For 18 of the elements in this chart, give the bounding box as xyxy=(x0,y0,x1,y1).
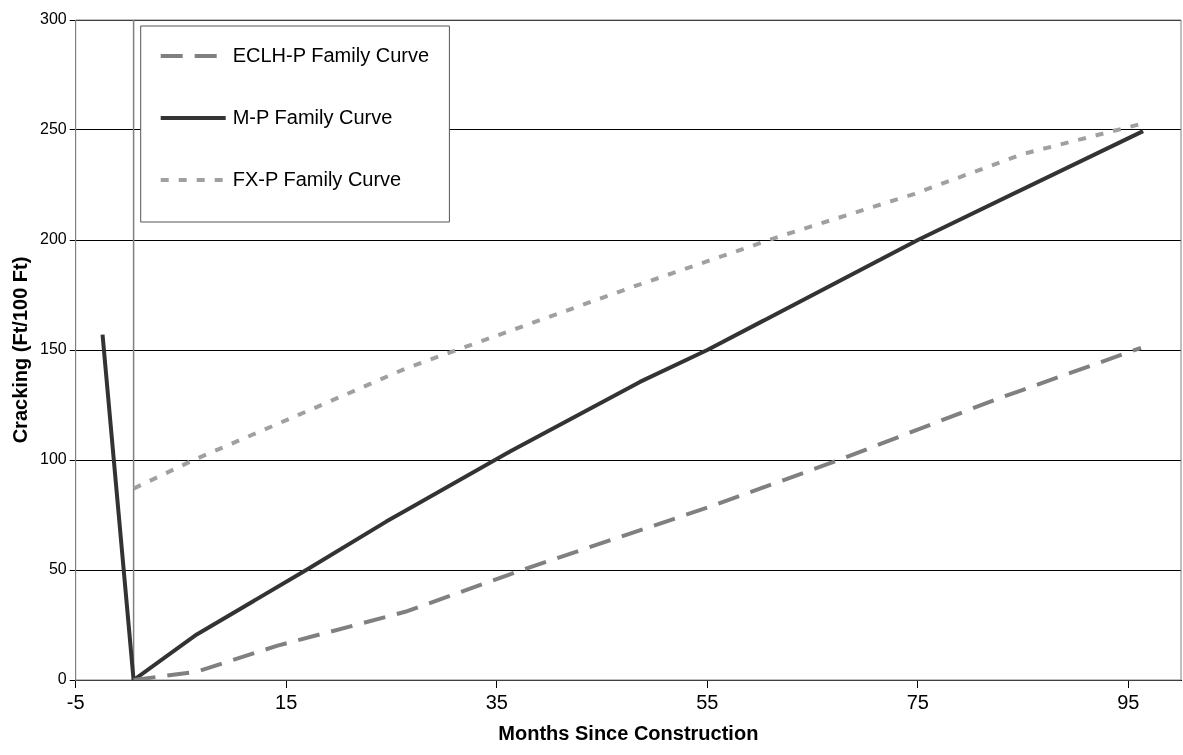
legend-label: FX-P Family Curve xyxy=(232,167,402,190)
x-tick-label: 95 xyxy=(1117,690,1140,713)
y-tick-label: 100 xyxy=(39,450,67,468)
legend-label: M-P Family Curve xyxy=(232,105,393,128)
y-axis-title: Cracking (Ft/100 Ft) xyxy=(8,256,31,444)
y-tick-label: 150 xyxy=(39,340,67,358)
x-tick-label: -5 xyxy=(66,690,85,713)
y-tick-label: 0 xyxy=(57,670,67,688)
y-tick-label: 250 xyxy=(39,120,67,138)
y-tick-label: 50 xyxy=(48,560,67,578)
x-axis-title: Months Since Construction xyxy=(498,721,759,744)
y-tick-label: 300 xyxy=(39,10,67,28)
x-tick-label: 15 xyxy=(275,690,298,713)
legend-label: ECLH-P Family Curve xyxy=(232,43,430,66)
x-tick-label: 35 xyxy=(485,690,508,713)
y-tick-label: 200 xyxy=(39,230,67,248)
x-tick-label: 75 xyxy=(906,690,929,713)
x-tick-label: 55 xyxy=(696,690,719,713)
